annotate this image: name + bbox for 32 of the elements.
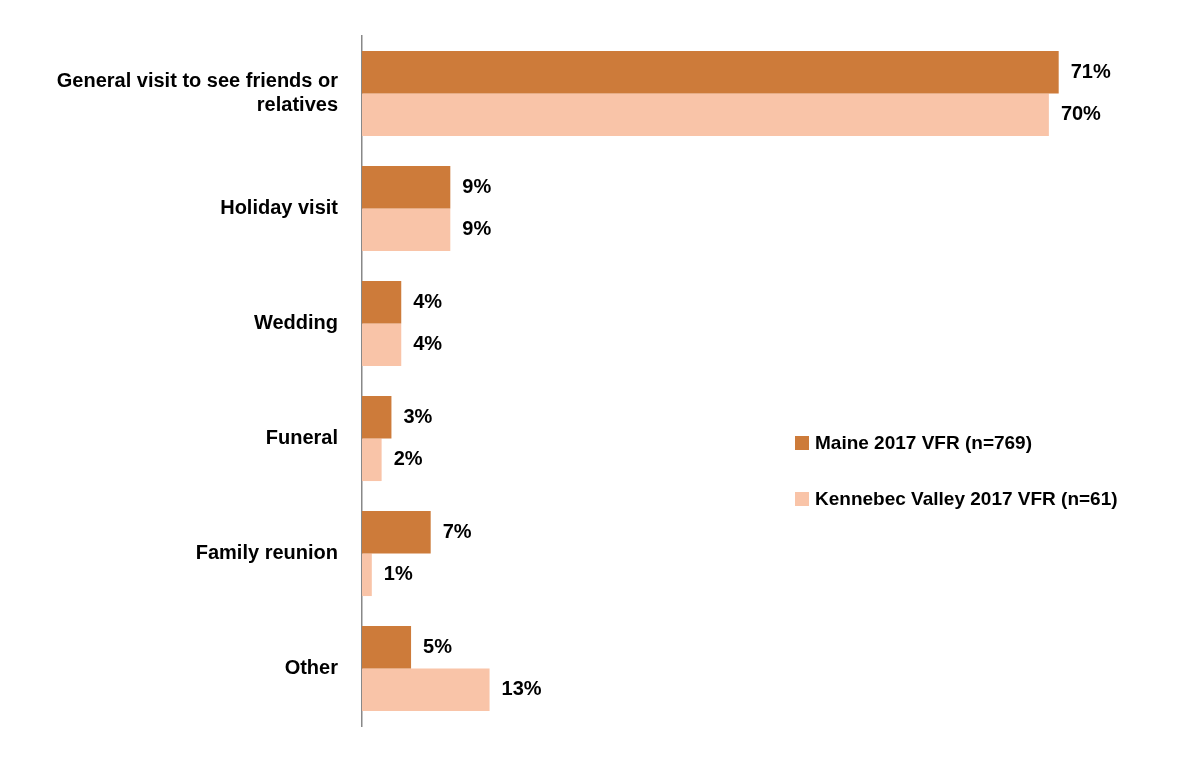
bar bbox=[362, 50, 1059, 94]
data-label: 3% bbox=[403, 404, 433, 427]
y-tick-label: Wedding bbox=[253, 311, 338, 334]
y-tick-label: Other bbox=[284, 656, 339, 679]
bar bbox=[362, 280, 402, 324]
data-label: 9% bbox=[462, 217, 492, 240]
y-tick-label: Funeral bbox=[265, 426, 338, 449]
y-tick-label: Holiday visit bbox=[220, 196, 339, 219]
bar bbox=[362, 93, 1049, 137]
data-label: 70% bbox=[1060, 102, 1102, 125]
legend-label: Kennebec Valley 2017 VFR (n=61) bbox=[815, 488, 1118, 510]
data-label: 1% bbox=[383, 562, 413, 585]
data-label: 9% bbox=[462, 174, 492, 197]
data-label: 5% bbox=[423, 634, 453, 657]
bar bbox=[362, 510, 431, 554]
data-label: 4% bbox=[413, 289, 443, 312]
bar bbox=[362, 165, 451, 209]
bar bbox=[362, 208, 451, 252]
data-label: 13% bbox=[501, 677, 542, 700]
bar bbox=[362, 438, 382, 482]
bar bbox=[362, 323, 402, 367]
bar bbox=[362, 553, 372, 597]
data-label: 4% bbox=[413, 332, 443, 355]
data-label: 2% bbox=[393, 447, 423, 470]
bar bbox=[362, 395, 392, 439]
data-label: 71% bbox=[1070, 59, 1111, 82]
y-tick-label: General visit to see friends or relatives bbox=[56, 69, 339, 116]
y-tick-label: Family reunion bbox=[195, 541, 338, 564]
bar bbox=[362, 625, 412, 669]
bar bbox=[362, 668, 490, 712]
data-label: 7% bbox=[442, 519, 472, 542]
legend-label: Maine 2017 VFR (n=769) bbox=[815, 432, 1033, 454]
